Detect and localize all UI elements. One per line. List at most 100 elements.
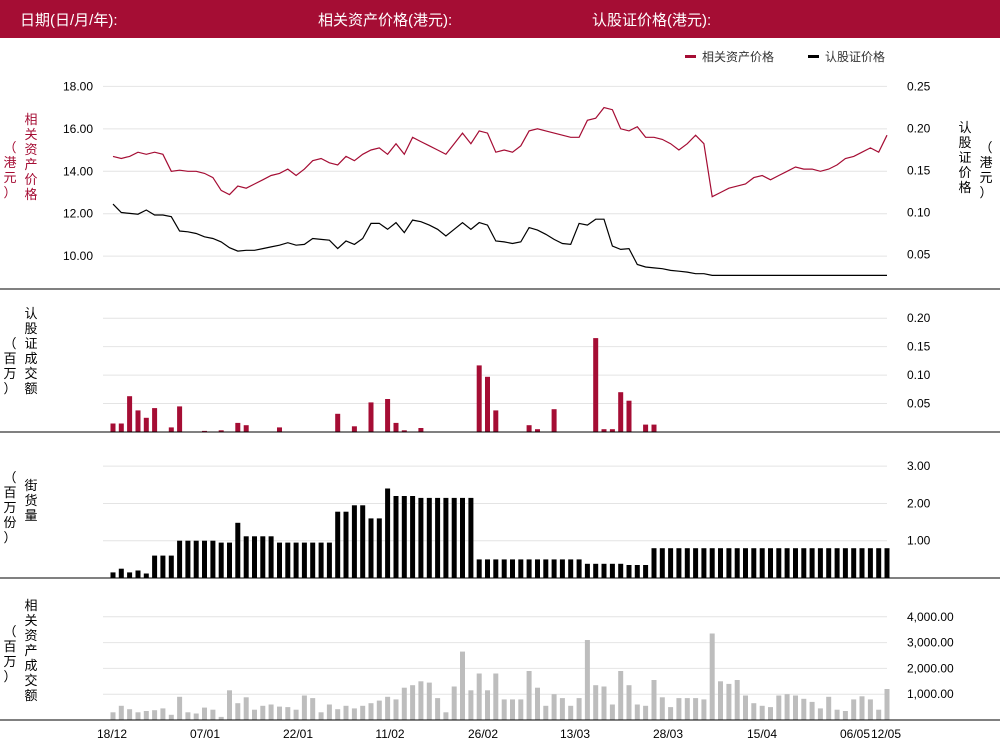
warrant-turnover-bar (368, 402, 374, 432)
outstanding-bar (651, 548, 657, 578)
underlying-turnover-bar (318, 712, 324, 720)
underlying-turnover-bar (743, 695, 748, 720)
underlying-turnover-bar (268, 704, 274, 720)
outstanding-bar (551, 559, 557, 578)
underlying-turnover-bar (451, 686, 457, 720)
warrant-turnover-bar (168, 427, 174, 432)
underlying-turnover-axis-title: 相关资产成交额 (24, 598, 38, 703)
outstanding-bar (768, 548, 773, 578)
underlying-turnover-tick-label: 3,000.00 (907, 636, 954, 650)
warrant-turnover-axis-title: 认股证成交额 (24, 306, 38, 396)
underlying-turnover-bar (859, 696, 865, 720)
warrant-turnover-bar (526, 425, 532, 432)
warrant-turnover-bar (626, 400, 632, 432)
outstanding-bar (593, 563, 599, 578)
warrant-turnover-bar (609, 429, 615, 432)
outstanding-bar (643, 565, 649, 578)
outstanding-bar (684, 548, 690, 578)
outstanding-bar (351, 505, 357, 578)
outstanding-bar (726, 548, 732, 578)
underlying-turnover-bar (160, 708, 166, 720)
warrant-turnover-bar (643, 424, 649, 432)
underlying-turnover-axis-unit: （百万） (3, 624, 17, 684)
outstanding-bar (759, 548, 765, 578)
underlying-turnover-bar (651, 680, 657, 720)
underlying-turnover-bar (851, 699, 857, 720)
x-tick-label: 12/05 (871, 727, 901, 741)
outstanding-bar (110, 572, 116, 578)
underlying-turnover-bar (876, 709, 882, 720)
underlying-turnover-bar (135, 712, 141, 720)
outstanding-bar (435, 497, 441, 578)
underlying-turnover-bar (501, 699, 507, 720)
outstanding-bar (418, 497, 424, 578)
x-tick-label: 18/12 (97, 727, 127, 741)
outstanding-bar (243, 536, 249, 578)
outstanding-bar (543, 559, 549, 578)
warrant-turnover-bar (651, 424, 657, 432)
underlying-turnover-bar (343, 705, 349, 720)
left-price-tick-label: 12.00 (63, 207, 93, 221)
right-price-tick-label: 0.20 (907, 122, 931, 136)
warrant-turnover-bar (335, 413, 341, 432)
underlying-turnover-bar (168, 714, 174, 720)
outstanding-bar (168, 555, 174, 578)
underlying-turnover-bar (884, 689, 890, 720)
underlying-turnover-bar (643, 705, 649, 720)
outstanding-bar (501, 559, 507, 578)
warrant-turnover-bar (418, 428, 424, 432)
underlying-turnover-bar (443, 712, 449, 720)
underlying-turnover-bar (784, 694, 790, 720)
underlying-turnover-bar (793, 695, 798, 720)
legend-warrant[interactable]: 认股证价格 (808, 48, 885, 65)
legend-underlying-swatch (685, 55, 696, 58)
outstanding-bar (426, 497, 432, 578)
underlying-turnover-bar (776, 695, 782, 720)
x-tick-label: 07/01 (190, 727, 220, 741)
outstanding-bar (410, 496, 416, 578)
warrant-turnover-tick-label: 0.20 (907, 311, 931, 325)
warrant-turnover-bar (593, 338, 599, 432)
outstanding-bar (385, 488, 391, 578)
outstanding-bar (626, 565, 632, 578)
outstanding-bar (493, 559, 499, 578)
outstanding-bar (634, 565, 640, 578)
underlying-turnover-tick-label: 2,000.00 (907, 661, 954, 675)
underlying-turnover-bar (260, 705, 266, 720)
underlying-turnover-bar (693, 698, 699, 720)
underlying-turnover-bar (734, 680, 740, 720)
right-price-tick-label: 0.05 (907, 247, 931, 261)
legend-underlying[interactable]: 相关资产价格 (685, 48, 774, 65)
outstanding-bar (659, 548, 665, 578)
outstanding-bar (177, 540, 183, 578)
outstanding-bar (701, 548, 707, 578)
underlying-turnover-bar (252, 709, 257, 720)
underlying-turnover-bar (218, 716, 224, 720)
warrant-turnover-tick-label: 0.10 (907, 368, 931, 382)
underlying-turnover-bar (584, 640, 590, 720)
underlying-turnover-bar (867, 699, 873, 720)
outstanding-bar (734, 548, 740, 578)
underlying-turnover-bar (768, 707, 773, 720)
underlying-price-axis-unit: （港元） (3, 140, 17, 200)
outstanding-bar (809, 548, 815, 578)
x-tick-label: 06/05 (840, 727, 870, 741)
underlying-turnover-bar (568, 705, 574, 720)
outstanding-bar (193, 540, 199, 578)
outstanding-bar (618, 563, 624, 578)
x-tick-label: 22/01 (283, 727, 313, 741)
date-label: 日期(日/月/年): (20, 12, 118, 29)
underlying-turnover-bar (468, 690, 474, 720)
underlying-turnover-bar (393, 699, 399, 720)
outstanding-bar (252, 536, 257, 578)
underlying-price-axis-title: 相关资产价格 (24, 112, 38, 202)
underlying-turnover-bar (601, 686, 607, 720)
underlying-turnover-bar (535, 687, 540, 720)
outstanding-bar (160, 555, 166, 578)
outstanding-bar (468, 497, 474, 578)
warrant-turnover-tick-label: 0.05 (907, 397, 931, 411)
warrant-turnover-bar (235, 422, 241, 432)
warrant-turnover-bar (401, 430, 407, 432)
outstanding-bar (210, 540, 216, 578)
underlying-turnover-bar (410, 685, 416, 720)
